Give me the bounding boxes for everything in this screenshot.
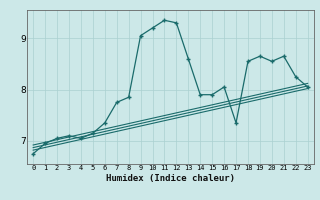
X-axis label: Humidex (Indice chaleur): Humidex (Indice chaleur) [106,174,235,183]
